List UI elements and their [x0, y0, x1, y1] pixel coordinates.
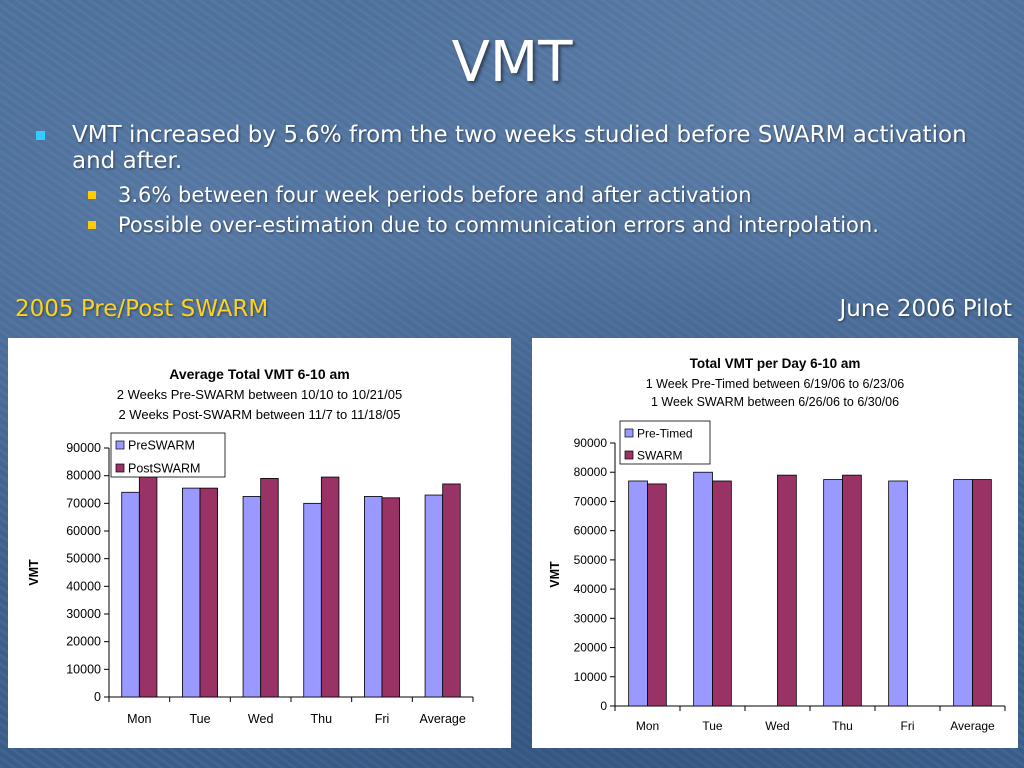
- bar-preswarm-tue: [182, 487, 201, 698]
- bar-chart-2006: Total VMT per Day 6-10 am 1 Week Pre-Time…: [548, 356, 1006, 733]
- y-tick-label: 70000: [66, 496, 101, 510]
- bullet-square-icon: [36, 131, 45, 140]
- y-tick-label: 60000: [574, 524, 608, 538]
- legend-swatch: [115, 440, 125, 450]
- chart-panel-2005: Average Total VMT 6-10 am 2 Weeks Pre-SWA…: [8, 338, 511, 748]
- y-tick-label: 20000: [66, 635, 101, 649]
- y-tick-label: 90000: [66, 441, 101, 455]
- bar-pre-timed-average: [953, 479, 973, 707]
- y-tick-label: 80000: [574, 465, 608, 479]
- y-tick-label: 40000: [66, 579, 101, 593]
- bar-postswarm-wed: [260, 478, 279, 698]
- x-tick-label: Mon: [636, 719, 659, 733]
- legend-swatch: [115, 463, 125, 473]
- y-tick-label: 40000: [574, 582, 608, 596]
- y-tick-label: 50000: [66, 552, 101, 566]
- y-tick-label: 30000: [574, 611, 608, 625]
- chart-subtitle: 2 Weeks Post-SWARM between 11/7 to 11/18…: [118, 407, 400, 422]
- y-tick-label: 10000: [574, 670, 608, 684]
- legend-label: PreSWARM: [128, 439, 195, 453]
- bar-preswarm-thu: [303, 502, 322, 698]
- section-label-left: 2005 Pre/Post SWARM: [15, 296, 269, 322]
- legend-swatch: [624, 428, 634, 438]
- bar-postswarm-average: [442, 483, 461, 698]
- y-tick-label: 10000: [66, 662, 101, 676]
- legend-label: PostSWARM: [128, 462, 200, 476]
- legend-swatch: [624, 450, 634, 460]
- bar-chart-2005: Average Total VMT 6-10 am 2 Weeks Pre-SWA…: [27, 366, 474, 726]
- legend-label: SWARM: [637, 449, 683, 463]
- sub-bullet: 3.6% between four week periods before an…: [88, 182, 990, 208]
- bar-postswarm-mon: [138, 475, 158, 698]
- legend-box: [110, 432, 226, 478]
- chart-subtitle: 1 Week Pre-Timed between 6/19/06 to 6/23…: [646, 377, 905, 391]
- chart-title: Total VMT per Day 6-10 am: [690, 356, 861, 371]
- bar-preswarm-fri: [364, 496, 383, 698]
- x-tick-label: Thu: [832, 719, 853, 733]
- x-tick-label: Fri: [901, 719, 915, 733]
- bar-pre-timed-mon: [628, 480, 648, 707]
- y-tick-label: 70000: [574, 494, 608, 508]
- bar-preswarm-wed: [242, 496, 262, 698]
- x-tick-label: Wed: [765, 719, 789, 733]
- bar-swarm-wed: [777, 474, 797, 707]
- bar-preswarm-mon: [121, 491, 140, 698]
- sub-bullet-text: Possible over-estimation due to communic…: [118, 213, 879, 237]
- bar-pre-timed-tue: [693, 471, 713, 707]
- bar-postswarm-thu: [320, 476, 340, 698]
- section-label-right: June 2006 Pilot: [839, 296, 1012, 322]
- x-tick-label: Wed: [248, 712, 274, 726]
- chart-subtitle: 2 Weeks Pre-SWARM between 10/10 to 10/21…: [117, 387, 402, 402]
- bar-postswarm-tue: [199, 487, 218, 698]
- bar-swarm-tue: [712, 480, 732, 707]
- x-tick-label: Average: [419, 712, 465, 726]
- y-tick-label: 20000: [574, 641, 608, 655]
- bar-swarm-average: [972, 479, 992, 707]
- x-tick-label: Tue: [189, 712, 210, 726]
- x-tick-label: Fri: [375, 712, 390, 726]
- y-tick-label: 50000: [574, 553, 608, 567]
- bullet-square-icon: [88, 191, 96, 199]
- y-tick-label: 0: [94, 690, 101, 704]
- x-tick-label: Tue: [702, 719, 723, 733]
- y-tick-label: 0: [600, 699, 607, 713]
- y-axis-label: VMT: [548, 561, 562, 588]
- bar-swarm-mon: [647, 483, 667, 707]
- y-tick-label: 80000: [66, 469, 101, 483]
- bar-preswarm-average: [424, 494, 444, 698]
- bar-pre-timed-thu: [823, 479, 843, 707]
- legend-label: Pre-Timed: [637, 427, 693, 441]
- sub-bullet: Possible over-estimation due to communic…: [88, 212, 990, 238]
- main-bullet: VMT increased by 5.6% from the two weeks…: [36, 122, 1000, 174]
- legend-box: [619, 420, 711, 465]
- y-axis-label: VMT: [27, 559, 41, 586]
- bullet-square-icon: [88, 221, 96, 229]
- chart-subtitle: 1 Week SWARM between 6/26/06 to 6/30/06: [651, 395, 899, 409]
- sub-bullet-text: 3.6% between four week periods before an…: [118, 183, 752, 207]
- x-tick-label: Mon: [127, 712, 151, 726]
- y-tick-label: 60000: [66, 524, 101, 538]
- bar-swarm-thu: [842, 474, 862, 707]
- bar-postswarm-fri: [381, 497, 400, 698]
- main-bullet-text: VMT increased by 5.6% from the two weeks…: [72, 122, 967, 174]
- x-tick-label: Thu: [311, 712, 333, 726]
- slide-title: VMT: [451, 30, 573, 95]
- bar-pre-timed-fri: [888, 480, 908, 707]
- y-tick-label: 90000: [574, 436, 608, 450]
- chart-panel-2006: Total VMT per Day 6-10 am 1 Week Pre-Time…: [532, 338, 1018, 748]
- x-tick-label: Average: [950, 719, 995, 733]
- chart-title: Average Total VMT 6-10 am: [169, 366, 350, 382]
- y-tick-label: 30000: [66, 607, 101, 621]
